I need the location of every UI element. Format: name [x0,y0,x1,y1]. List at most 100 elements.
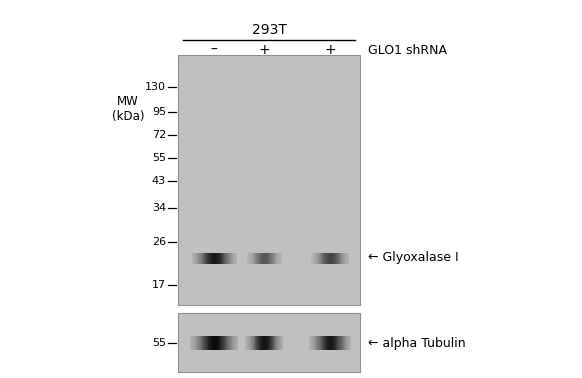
Bar [212,336,213,350]
Bar [333,253,334,263]
Bar [312,336,313,350]
Bar [325,336,326,350]
Bar [206,253,207,263]
Bar [208,253,210,263]
Bar [279,253,280,263]
Bar [322,253,324,263]
Bar [235,253,236,263]
Bar [276,336,277,350]
Bar [221,253,222,263]
Bar [260,253,261,263]
Bar [195,253,196,263]
Bar [272,253,273,263]
Bar [234,253,235,263]
Bar [327,336,328,350]
Text: +: + [258,43,270,57]
Bar [200,253,201,263]
Bar [331,336,332,350]
Bar [340,253,342,263]
Bar [196,253,197,263]
Bar [321,253,322,263]
Text: 43: 43 [152,176,166,186]
Bar [231,253,232,263]
Bar [259,336,260,350]
Bar [227,336,228,350]
Bar [347,253,348,263]
Bar [256,253,257,263]
Bar [350,336,351,350]
Bar [196,336,197,350]
Bar [194,336,195,350]
Bar [322,336,324,350]
Bar [321,336,322,350]
Bar [213,253,214,263]
Bar [220,336,221,350]
Text: 55: 55 [152,153,166,163]
Text: 55: 55 [152,338,166,347]
Text: 34: 34 [152,203,166,213]
Bar [248,336,249,350]
Text: ← alpha Tubulin: ← alpha Tubulin [368,336,466,350]
Bar [324,336,325,350]
Bar [263,253,264,263]
Bar [253,336,254,350]
Bar [313,336,314,350]
Bar [178,55,360,305]
Bar [215,253,217,263]
Bar [346,336,347,350]
Bar [198,336,200,350]
Text: 26: 26 [152,237,166,247]
Bar [339,336,340,350]
Bar [315,336,317,350]
Text: 95: 95 [152,107,166,117]
Bar [340,336,342,350]
Bar [269,253,270,263]
Bar [335,253,336,263]
Bar [232,336,233,350]
Bar [263,336,264,350]
Bar [324,253,325,263]
Bar [338,336,339,350]
Bar [195,336,196,350]
Text: –: – [211,43,218,57]
Bar [315,253,316,263]
Bar [269,336,271,350]
Bar [254,253,255,263]
Bar [201,336,202,350]
Bar [203,253,204,263]
Bar [262,336,263,350]
Bar [334,253,335,263]
Bar [342,253,343,263]
Bar [275,253,276,263]
Bar [309,336,310,350]
Bar [193,336,194,350]
Bar [209,336,211,350]
Bar [250,253,251,263]
Bar [197,253,198,263]
Bar [222,336,223,350]
Bar [310,336,311,350]
Bar [257,336,258,350]
Bar [251,336,253,350]
Bar [233,336,235,350]
Bar [325,253,326,263]
Bar [211,336,212,350]
Bar [317,253,318,263]
Bar [204,336,205,350]
Bar [232,253,233,263]
Bar [259,253,260,263]
Bar [212,253,213,263]
Bar [332,336,333,350]
Bar [218,336,219,350]
Bar [258,336,259,350]
Bar [254,336,255,350]
Bar [205,253,206,263]
Bar [330,336,331,350]
Bar [266,336,267,350]
Bar [329,336,330,350]
Bar [219,253,221,263]
Bar [267,253,268,263]
Bar [252,253,253,263]
Bar [348,253,349,263]
Bar [201,253,203,263]
